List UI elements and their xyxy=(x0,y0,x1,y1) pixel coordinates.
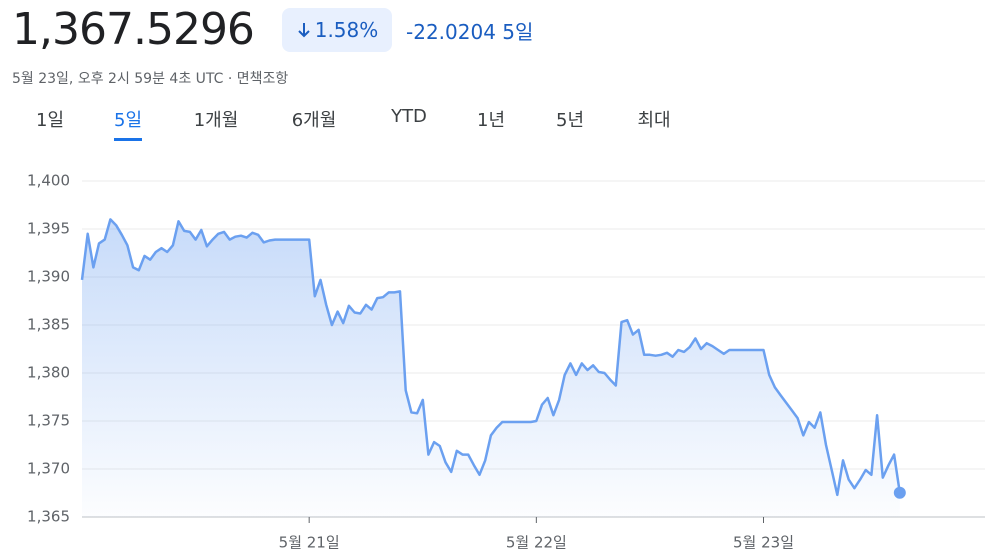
area xyxy=(82,219,900,517)
y-tick-label: 1,370 xyxy=(27,460,70,478)
x-tick-label: 5월 23일 xyxy=(733,534,794,552)
tab[interactable]: YTD xyxy=(391,106,427,127)
change-badge: 1.58% xyxy=(282,8,392,52)
change-value: -22.0204 xyxy=(406,20,496,44)
y-tick-label: 1,385 xyxy=(27,316,70,334)
price-line xyxy=(80,218,902,497)
x-tick-label: 5월 21일 xyxy=(279,534,340,552)
tab[interactable]: 1일 xyxy=(35,110,65,131)
tab[interactable]: 1년 xyxy=(476,110,506,131)
period: 5일 xyxy=(502,20,534,44)
price: 1,367.5296 xyxy=(12,4,255,55)
x-tick-label: 5월 22일 xyxy=(506,534,567,552)
y-tick-label: 1,380 xyxy=(27,364,70,382)
tab[interactable]: 5일 xyxy=(113,106,143,141)
y-tick-label: 1,375 xyxy=(27,412,70,430)
y-tick-label: 1,390 xyxy=(27,268,70,286)
tab[interactable]: 1개월 xyxy=(193,110,239,131)
tab[interactable]: 6개월 xyxy=(291,110,337,131)
y-tick-label: 1,395 xyxy=(27,220,70,238)
last-point xyxy=(893,486,906,499)
change-percent: 1.58% xyxy=(314,18,379,42)
subtitle: 5월 23일, 오후 2시 59분 4초 UTC · 면책조항 xyxy=(12,71,289,87)
change: -22.0204 5일 xyxy=(406,16,533,45)
y-tick-label: 1,400 xyxy=(27,172,70,190)
tab[interactable]: 최대 xyxy=(637,110,671,131)
down-arrow xyxy=(298,23,310,38)
y-tick-label: 1,365 xyxy=(27,508,70,526)
tab[interactable]: 5년 xyxy=(555,110,585,131)
